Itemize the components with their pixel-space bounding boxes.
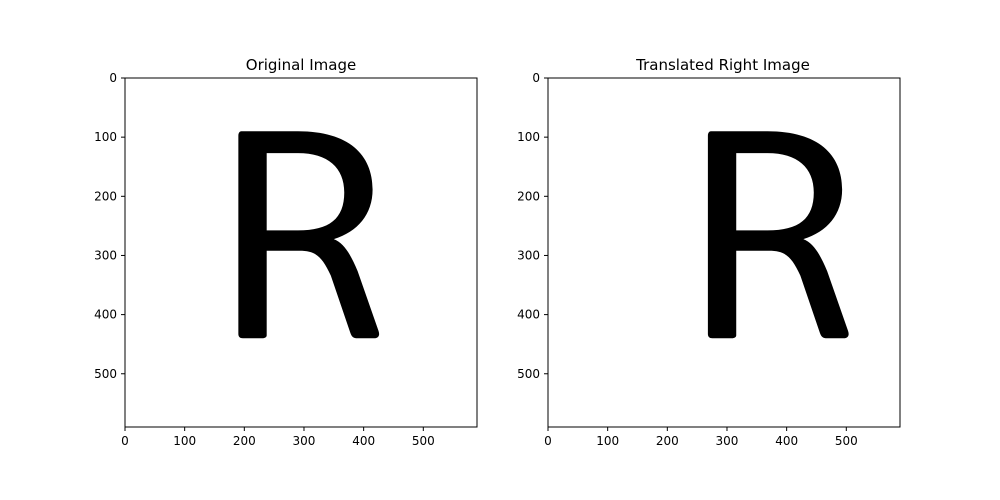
y-tick-label: 200: [94, 189, 117, 203]
y-tick-label: 200: [517, 189, 540, 203]
subplot-translated: Translated Right Image 0 100 200 300 400 500 …: [517, 56, 901, 448]
y-tick-label: 100: [517, 130, 540, 144]
x-tick-label: 200: [233, 434, 256, 448]
y-tick-label: 400: [94, 308, 117, 322]
x-axis: 0 100 200 300 400 500: [121, 427, 435, 448]
y-tick-label: 500: [517, 367, 540, 381]
chart-title: Original Image: [246, 56, 356, 74]
letter-r-glyph: [707, 131, 849, 339]
x-tick-label: 0: [544, 434, 552, 448]
x-tick-label: 500: [835, 434, 858, 448]
y-tick-label: 0: [109, 71, 117, 85]
x-tick-label: 100: [596, 434, 619, 448]
subplot-original: Original Image 0 100 200 300 400 500 0 100 200 3…: [94, 56, 478, 448]
x-tick-label: 400: [775, 434, 798, 448]
y-tick-label: 500: [94, 367, 117, 381]
y-tick-label: 0: [532, 71, 540, 85]
y-tick-label: 400: [517, 308, 540, 322]
x-axis: 0 100 200 300 400 500: [544, 427, 858, 448]
x-tick-label: 0: [121, 434, 129, 448]
x-tick-label: 200: [656, 434, 679, 448]
y-tick-label: 300: [517, 248, 540, 262]
y-axis: 0 100 200 300 400 500: [94, 71, 125, 381]
x-tick-label: 300: [293, 434, 316, 448]
x-tick-label: 500: [412, 434, 435, 448]
chart-title: Translated Right Image: [635, 56, 810, 74]
y-tick-label: 100: [94, 130, 117, 144]
y-tick-label: 300: [94, 248, 117, 262]
image-content: [238, 131, 380, 339]
plot-area: [124, 77, 478, 428]
image-content: [707, 131, 849, 339]
y-axis: 0 100 200 300 400 500: [517, 71, 548, 381]
letter-r-glyph: [238, 131, 380, 339]
x-tick-label: 400: [352, 434, 375, 448]
x-tick-label: 300: [716, 434, 739, 448]
x-tick-label: 100: [173, 434, 196, 448]
